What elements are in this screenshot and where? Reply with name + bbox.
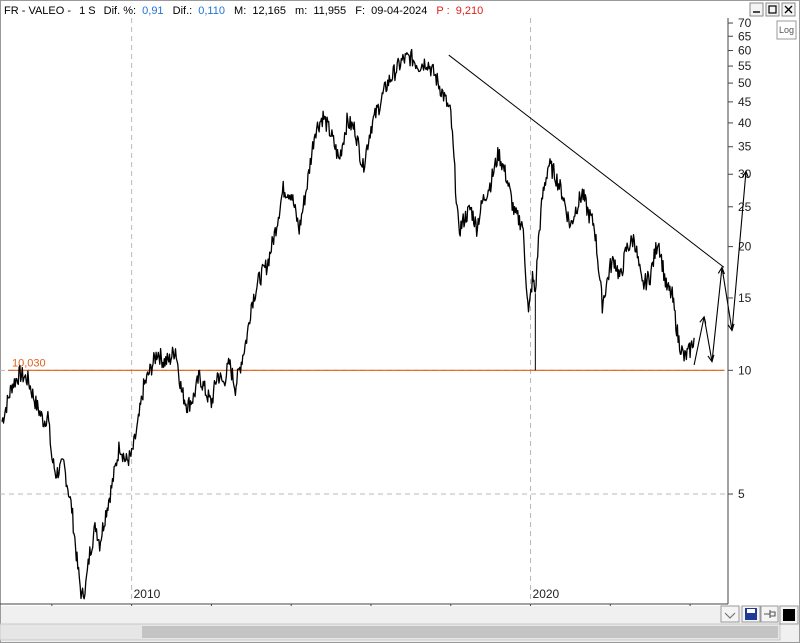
gridline-label: 2010 bbox=[134, 587, 161, 601]
black-square-icon bbox=[783, 609, 795, 621]
ticker-label: FR - VALEO - bbox=[4, 5, 71, 17]
price-label: P : bbox=[436, 5, 449, 17]
y-tick-label: 40 bbox=[738, 116, 752, 130]
pin-button[interactable] bbox=[760, 605, 779, 623]
close-button[interactable] bbox=[781, 2, 796, 17]
support-label: 10,030 bbox=[12, 357, 46, 369]
projection-arrowhead bbox=[699, 315, 707, 324]
y-tick-label: 25 bbox=[738, 200, 752, 214]
date-label: F: bbox=[355, 5, 365, 17]
y-tick-label: 65 bbox=[738, 29, 752, 43]
maximize-icon bbox=[768, 5, 777, 14]
max-label: M: bbox=[234, 5, 246, 17]
y-tick-label: 35 bbox=[738, 140, 752, 154]
min-label: m: bbox=[295, 5, 307, 17]
color-toggle-button[interactable] bbox=[779, 605, 799, 625]
projection-arrowhead bbox=[741, 170, 749, 178]
log-scale-button[interactable]: Log bbox=[776, 20, 797, 40]
y-tick-label: 15 bbox=[738, 291, 752, 305]
save-button[interactable] bbox=[741, 605, 761, 623]
window-controls bbox=[749, 2, 796, 17]
price-line bbox=[1, 48, 695, 600]
max-value: 12,165 bbox=[252, 5, 286, 17]
gridline-label: 2020 bbox=[533, 587, 560, 601]
y-tick-label: 50 bbox=[738, 76, 752, 90]
close-icon bbox=[784, 5, 793, 14]
y-tick-label: 60 bbox=[738, 44, 752, 58]
date-value: 09-04-2024 bbox=[371, 5, 427, 17]
trendline-layer bbox=[448, 54, 725, 268]
scrollbar-thumb[interactable] bbox=[142, 626, 778, 638]
dif-pct-value: 0,91 bbox=[142, 5, 163, 17]
maximize-button[interactable] bbox=[765, 2, 780, 17]
projection-path bbox=[693, 171, 747, 366]
y-tick-label: 70 bbox=[738, 16, 752, 30]
min-value: 11,955 bbox=[313, 5, 346, 17]
y-tick-label: 5 bbox=[738, 487, 745, 501]
projection-layer bbox=[693, 170, 749, 366]
chevron-down-icon bbox=[724, 612, 736, 619]
pin-icon bbox=[764, 610, 776, 618]
y-tick-label: 45 bbox=[738, 95, 752, 109]
projection-arrowhead bbox=[707, 354, 715, 363]
minimize-button[interactable] bbox=[749, 2, 764, 17]
dif-label: Dif.: bbox=[173, 5, 193, 17]
header-bar: FR - VALEO - 1 S Dif. %: 0,91 Dif.: 0,11… bbox=[4, 5, 483, 17]
svg-text:FR - VALEO - 1 S D: FR - VALEO - 1 S Dif. %: 0,91 Dif.: 0,11… bbox=[4, 5, 483, 17]
dif-pct-label: Dif. %: bbox=[104, 5, 136, 17]
dif-value: 0,110 bbox=[198, 5, 225, 17]
period-label: 1 S bbox=[79, 5, 96, 17]
trendline bbox=[448, 54, 725, 268]
scrollbar[interactable] bbox=[0, 623, 781, 641]
projection-arrowhead bbox=[717, 266, 725, 275]
projection-arrowhead bbox=[727, 323, 735, 332]
zoom-menu-button[interactable] bbox=[720, 605, 740, 623]
y-tick-label: 20 bbox=[738, 240, 752, 254]
price-series bbox=[1, 48, 695, 600]
y-tick-label: 55 bbox=[738, 59, 752, 73]
price-value: 9,210 bbox=[456, 5, 484, 17]
log-scale-label: Log bbox=[779, 25, 794, 35]
y-tick-label: 10 bbox=[738, 363, 752, 377]
